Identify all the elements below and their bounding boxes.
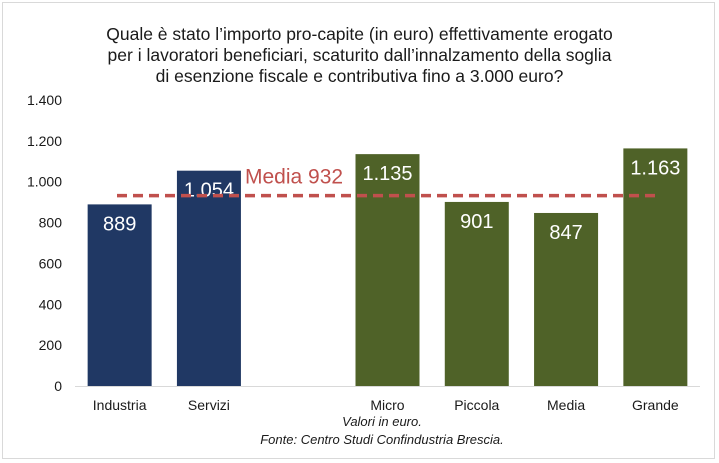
- bar-micro: [355, 154, 420, 386]
- chart-title-line-3: di esenzione fiscale e contributiva fino…: [155, 66, 564, 86]
- average-line-label: Media 932: [245, 166, 343, 189]
- chart-title-line-1: Quale è stato l’importo pro-capite (in e…: [106, 24, 613, 44]
- y-tick-label: 0: [54, 378, 62, 394]
- bar-value-label: 1.135: [362, 163, 412, 185]
- y-tick-label: 800: [39, 215, 63, 231]
- x-tick-label: Grande: [632, 397, 679, 413]
- y-tick-label: 400: [39, 296, 63, 312]
- x-tick-label: Media: [547, 397, 585, 413]
- bar-media: [534, 212, 599, 386]
- bar-industria: [87, 204, 152, 386]
- bar-grande: [623, 148, 688, 386]
- bar-piccola: [444, 201, 509, 386]
- y-tick-label: 600: [39, 255, 63, 271]
- x-tick-label: Piccola: [454, 397, 499, 413]
- bar-servizi: [176, 170, 241, 386]
- x-tick-label: Industria: [93, 397, 147, 413]
- y-tick-label: 200: [39, 337, 63, 353]
- y-tick-label: 1.200: [27, 133, 62, 149]
- y-tick-label: 1.000: [27, 174, 62, 190]
- bar-value-label: 1.054: [184, 180, 234, 202]
- unit-note: Valori in euro.: [342, 414, 422, 429]
- bar-value-label: 847: [549, 222, 582, 244]
- chart-title-line-2: per i lavoratori beneficiari, scaturito …: [107, 45, 612, 65]
- x-tick-label: Servizi: [188, 397, 230, 413]
- source-note: Fonte: Centro Studi Confindustria Bresci…: [260, 432, 504, 447]
- x-tick-label: Micro: [370, 397, 404, 413]
- bar-value-label: 1.163: [630, 157, 680, 179]
- bar-value-label: 901: [460, 211, 493, 233]
- chart-title: Quale è stato l’importo pro-capite (in e…: [0, 24, 719, 87]
- bar-value-label: 889: [103, 213, 136, 235]
- y-tick-label: 1.400: [27, 92, 62, 108]
